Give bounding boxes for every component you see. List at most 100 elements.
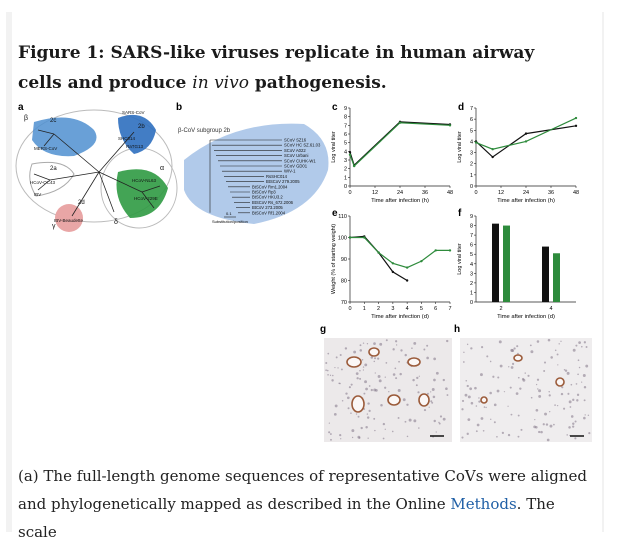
figure-image[interactable]: a β α γ δ 2b 2c 2a 2d MERS-CoV SARS-CoV … [14, 100, 604, 450]
nucleus [353, 350, 357, 354]
nucleus [538, 389, 542, 393]
caption-part-1: (a) The full-length genome sequences of … [18, 467, 587, 513]
nucleus [333, 412, 337, 416]
x-tick-label: 2 [499, 306, 502, 312]
nucleus [366, 416, 370, 419]
nucleus [332, 374, 334, 377]
nucleus [462, 361, 465, 363]
data-point [352, 164, 356, 168]
data-point [448, 124, 452, 127]
y-tick-label: 7 [344, 123, 347, 129]
y-tick-label: 0 [344, 184, 347, 190]
nucleus [517, 376, 520, 379]
svg-text:2a: 2a [50, 166, 57, 172]
nucleus [327, 352, 330, 355]
y-tick-label: 8 [344, 115, 347, 121]
panel-f: f 0 1 2 3 4 5 6 7 8 9 Log viral titer Time after in… [457, 208, 576, 320]
nucleus [576, 393, 580, 397]
nucleus [583, 399, 586, 402]
nucleus [568, 426, 571, 429]
nucleus [442, 417, 446, 421]
nucleus [385, 339, 388, 342]
nucleus [442, 378, 446, 382]
svg-text:IBV: IBV [34, 192, 41, 197]
nucleus [344, 347, 348, 350]
nucleus [356, 377, 359, 380]
tree-b-leaf-label: SCoV A022 [284, 148, 306, 153]
nucleus [338, 382, 341, 385]
svg-text:RaTG13: RaTG13 [126, 144, 144, 149]
nucleus [406, 403, 409, 406]
nucleus [431, 388, 435, 391]
data-point [491, 155, 494, 159]
x-tick-label: 6 [434, 306, 437, 312]
nucleus [426, 392, 429, 395]
y-tick-label: 5 [344, 141, 347, 147]
nucleus [351, 429, 355, 433]
nucleus [535, 408, 539, 412]
tree-a-branches [33, 129, 161, 217]
nucleus [340, 368, 343, 371]
nucleus [554, 349, 557, 352]
nucleus [373, 388, 377, 392]
data-point [574, 116, 578, 120]
tree-b-scale-label: Substitution/position [212, 219, 248, 224]
y-tick-label: 8 [470, 224, 473, 230]
tree-b-leaf-label: SCoV HC SZ.61.03 [284, 143, 321, 148]
nucleus [355, 413, 358, 415]
airway-stain [513, 354, 523, 362]
svg-text:γ: γ [52, 223, 56, 230]
y-tick-label: 100 [338, 236, 347, 242]
tree-b-leaf-label: SCoV SZ16 [284, 138, 307, 143]
nucleus [578, 366, 581, 369]
y-tick-label: 1 [470, 290, 473, 296]
nucleus [392, 348, 395, 351]
nucleus [465, 379, 468, 382]
nucleus [337, 367, 339, 369]
nucleus [474, 386, 477, 390]
nucleus [515, 392, 519, 395]
nucleus [426, 344, 429, 347]
y-tick-label: 0 [470, 184, 473, 190]
nucleus [556, 353, 559, 356]
x-tick-label: 5 [420, 306, 423, 312]
airway-stain [368, 347, 380, 357]
nucleus [575, 344, 578, 347]
data-point [434, 249, 437, 252]
nucleus [359, 344, 362, 347]
nucleus [485, 406, 487, 409]
nucleus [384, 386, 387, 389]
svg-text:HCoV-NL63: HCoV-NL63 [132, 178, 157, 183]
data-point [574, 124, 578, 128]
title-italic: in vivo [192, 73, 249, 93]
nucleus [561, 386, 564, 389]
nucleus [461, 408, 464, 411]
nucleus [572, 398, 575, 402]
nucleus [492, 375, 495, 378]
nucleus [563, 369, 566, 371]
nucleus [576, 399, 579, 402]
nucleus [394, 367, 397, 370]
nucleus [341, 399, 344, 402]
nucleus [530, 396, 533, 399]
data-point [363, 236, 366, 239]
nucleus [496, 435, 498, 438]
data-point [348, 151, 352, 154]
x-axis-label: Time after infection (h) [497, 198, 555, 204]
data-point [348, 236, 352, 239]
svg-text:2c: 2c [50, 118, 56, 124]
nucleus [350, 383, 353, 386]
methods-link[interactable]: Methods [450, 495, 517, 513]
panel-f-label: f [458, 208, 462, 219]
y-tick-label: 80 [341, 279, 347, 285]
nucleus [357, 415, 360, 418]
tree-b-leaf-label: BtCoV 273.2005 [252, 205, 283, 210]
nucleus [395, 344, 398, 346]
nucleus [439, 415, 443, 418]
svg-text:SARS-CoV: SARS-CoV [122, 110, 145, 115]
nucleus [510, 366, 514, 369]
nucleus [570, 415, 574, 418]
nucleus [325, 369, 327, 372]
x-tick-label: 0 [348, 306, 351, 312]
